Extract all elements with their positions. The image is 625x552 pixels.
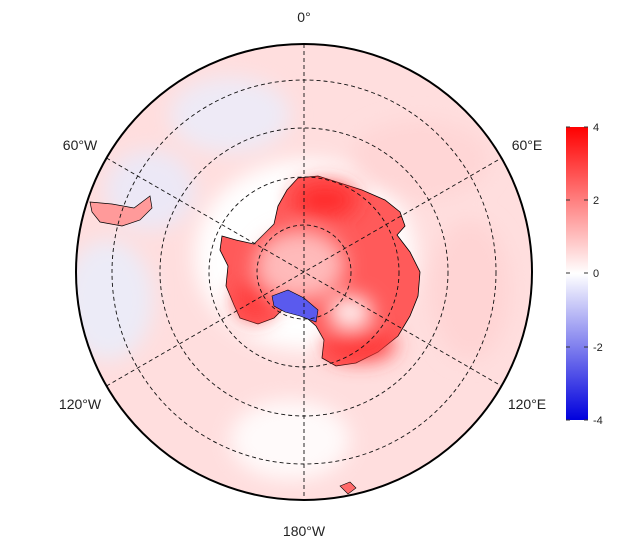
colorbar-tick-neg2: -2 <box>593 342 603 354</box>
lon-label-0: 0° <box>297 9 310 25</box>
lon-label-180w: 180°W <box>283 523 326 539</box>
lon-label-120w: 120°W <box>59 396 102 412</box>
cold-anomaly-patch <box>271 289 319 323</box>
colorbar-gradient <box>566 127 588 420</box>
colorbar-tick-2: 2 <box>593 195 599 207</box>
lon-label-60e: 60°E <box>512 137 543 153</box>
colorbar-tick-neg4: -4 <box>593 415 603 427</box>
map-outline <box>75 43 533 501</box>
graticule <box>106 44 502 500</box>
lon-label-60w: 60°W <box>63 137 98 153</box>
colorbar: 4 2 0 -2 -4 <box>566 122 603 427</box>
south-america-tip <box>89 195 153 227</box>
colorbar-tick-4: 4 <box>593 122 599 134</box>
anomaly-field <box>76 44 532 500</box>
colorbar-tick-0: 0 <box>593 268 599 280</box>
lon-label-120e: 120°E <box>508 396 546 412</box>
island-small <box>339 481 357 495</box>
